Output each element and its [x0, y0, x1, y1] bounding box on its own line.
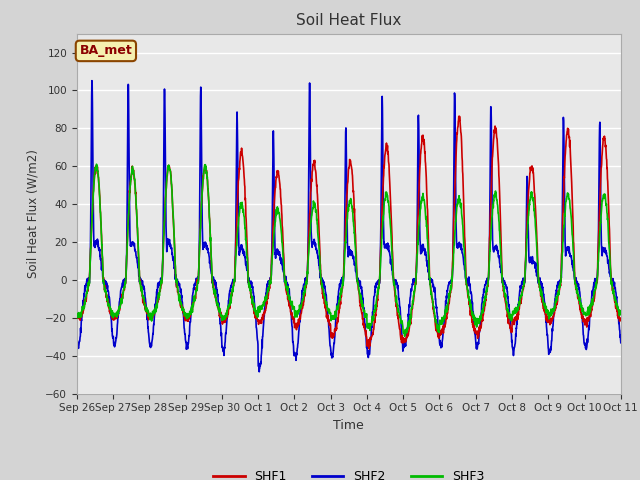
SHF3	[73, 312, 81, 318]
SHF2	[88, 78, 96, 84]
Y-axis label: Soil Heat Flux (W/m2): Soil Heat Flux (W/m2)	[27, 149, 40, 278]
SHF3	[584, 304, 592, 310]
SHF3	[401, 334, 408, 339]
Line: SHF2: SHF2	[77, 81, 621, 372]
Title: Soil Heat Flux: Soil Heat Flux	[296, 13, 401, 28]
SHF2	[225, 298, 232, 304]
SHF3	[508, 316, 515, 322]
SHF3	[617, 310, 625, 316]
Line: SHF3: SHF3	[77, 164, 621, 336]
SHF1	[455, 113, 463, 119]
SHF2	[255, 369, 263, 375]
SHF1	[73, 313, 81, 319]
SHF1	[570, 224, 577, 229]
SHF1	[225, 307, 232, 312]
SHF2	[377, 242, 385, 248]
SHF1	[376, 253, 384, 259]
SHF3	[570, 248, 577, 253]
SHF3	[93, 161, 100, 167]
SHF3	[376, 263, 384, 269]
SHF1	[508, 329, 515, 335]
SHF3	[365, 325, 372, 331]
SHF3	[225, 302, 232, 308]
SHF1	[365, 337, 372, 343]
Text: BA_met: BA_met	[79, 44, 132, 58]
Legend: SHF1, SHF2, SHF3: SHF1, SHF2, SHF3	[209, 465, 489, 480]
SHF1	[365, 346, 373, 352]
SHF2	[508, 330, 515, 336]
SHF2	[570, 267, 577, 273]
SHF2	[73, 339, 81, 345]
SHF2	[365, 348, 372, 354]
X-axis label: Time: Time	[333, 419, 364, 432]
SHF1	[584, 315, 592, 321]
SHF1	[617, 317, 625, 323]
SHF2	[584, 330, 592, 336]
Line: SHF1: SHF1	[77, 116, 621, 349]
SHF2	[617, 340, 625, 346]
